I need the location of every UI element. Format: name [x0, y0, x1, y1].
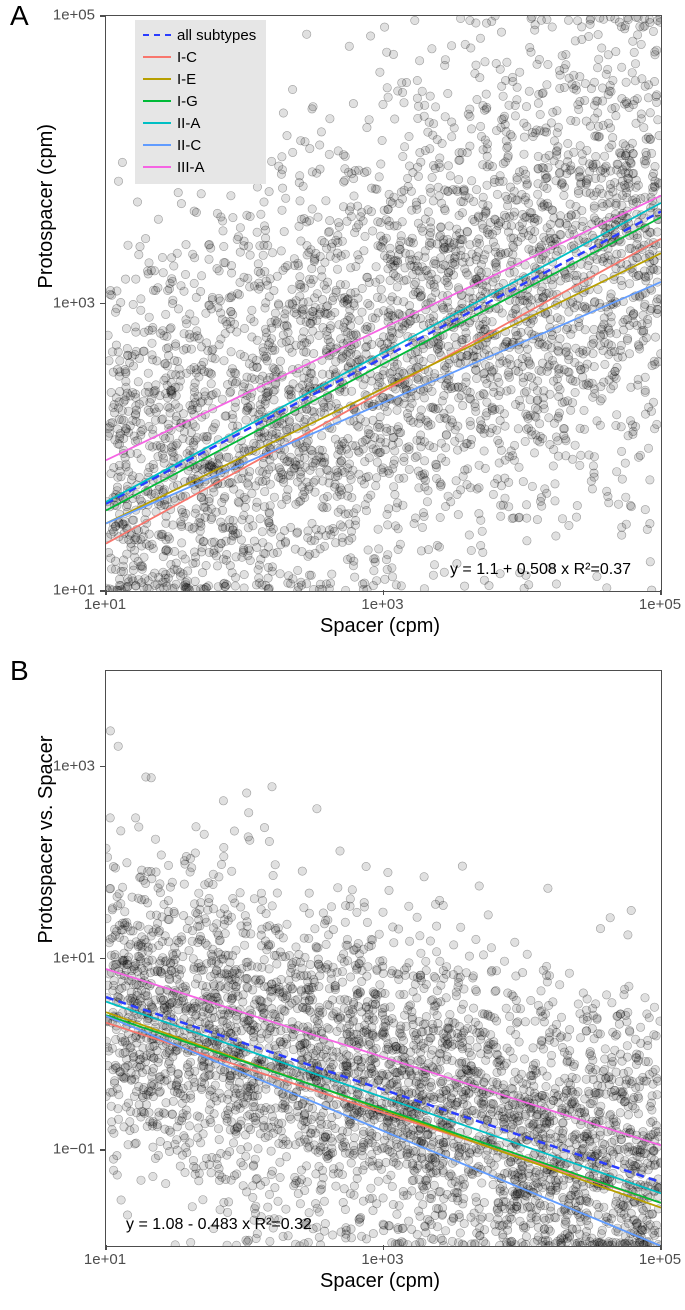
- x-tick-label: 1e+03: [361, 1251, 403, 1268]
- legend-label: II-C: [177, 137, 201, 154]
- x-tick-label: 1e+01: [84, 1251, 126, 1268]
- x-tick-label: 1e+05: [639, 596, 681, 613]
- legend-line-icon: [143, 56, 171, 58]
- x-tick-label: 1e+01: [84, 596, 126, 613]
- panel-a-x-title: Spacer (cpm): [320, 615, 440, 638]
- legend-label: II-A: [177, 115, 200, 132]
- legend-line-icon: [143, 34, 171, 36]
- legend-swatch: [143, 156, 171, 178]
- legend-swatch: [143, 90, 171, 112]
- legend-line-icon: [143, 100, 171, 102]
- y-tick-label: 1e+03: [53, 757, 95, 774]
- legend-swatch: [143, 134, 171, 156]
- regression-annotation: y = 1.1 + 0.508 x R²=0.37: [450, 561, 631, 579]
- legend-label: I-C: [177, 49, 197, 66]
- y-tick: [100, 958, 105, 960]
- panel-b-plot: y = 1.08 - 0.483 x R²=0.32: [105, 670, 662, 1247]
- panel-a-y-title: Protospacer (cpm): [35, 124, 58, 289]
- legend-label: III-A: [177, 159, 205, 176]
- plot-svg: [106, 671, 661, 1246]
- legend-line-icon: [143, 144, 171, 146]
- legend-label: all subtypes: [177, 27, 256, 44]
- legend-item: I-C: [143, 46, 256, 68]
- legend-swatch: [143, 112, 171, 134]
- x-tick: [105, 1245, 107, 1250]
- x-tick-label: 1e+03: [361, 596, 403, 613]
- y-tick: [100, 766, 105, 768]
- y-tick: [100, 15, 105, 17]
- legend-line-icon: [143, 166, 171, 168]
- legend-swatch: [143, 68, 171, 90]
- y-tick: [100, 303, 105, 305]
- fit-line: [106, 253, 661, 523]
- figure: A y = 1.1 + 0.508 x R²=0.37 all subtypes…: [0, 0, 685, 1310]
- legend-item: I-E: [143, 68, 256, 90]
- panel-a-label: A: [10, 0, 29, 32]
- x-tick-label: 1e+05: [639, 1251, 681, 1268]
- y-tick-label: 1e+03: [53, 294, 95, 311]
- legend-line-icon: [143, 78, 171, 80]
- legend-item: III-A: [143, 156, 256, 178]
- x-tick: [105, 590, 107, 595]
- legend-swatch: [143, 46, 171, 68]
- y-tick-label: 1e+05: [53, 7, 95, 24]
- y-tick-label: 1e+01: [53, 949, 95, 966]
- x-tick: [383, 1245, 385, 1250]
- y-tick-label: 1e+01: [53, 582, 95, 599]
- regression-annotation: y = 1.08 - 0.483 x R²=0.32: [126, 1216, 312, 1234]
- x-tick: [383, 590, 385, 595]
- legend-label: I-G: [177, 93, 198, 110]
- scatter-points: [106, 727, 661, 1246]
- panel-b-x-title: Spacer (cpm): [320, 1270, 440, 1293]
- x-tick: [660, 1245, 662, 1250]
- y-tick: [100, 590, 105, 592]
- y-tick-label: 1e−01: [53, 1141, 95, 1158]
- y-tick: [100, 1149, 105, 1151]
- legend-swatch: [143, 24, 171, 46]
- x-tick: [660, 590, 662, 595]
- panel-a-legend: all subtypes I-C I-E I-G II-A II-C III-A: [135, 20, 266, 184]
- legend-item: II-A: [143, 112, 256, 134]
- legend-item: all subtypes: [143, 24, 256, 46]
- legend-label: I-E: [177, 71, 196, 88]
- legend-item: I-G: [143, 90, 256, 112]
- panel-b-label: B: [10, 655, 29, 687]
- legend-line-icon: [143, 122, 171, 124]
- legend-item: II-C: [143, 134, 256, 156]
